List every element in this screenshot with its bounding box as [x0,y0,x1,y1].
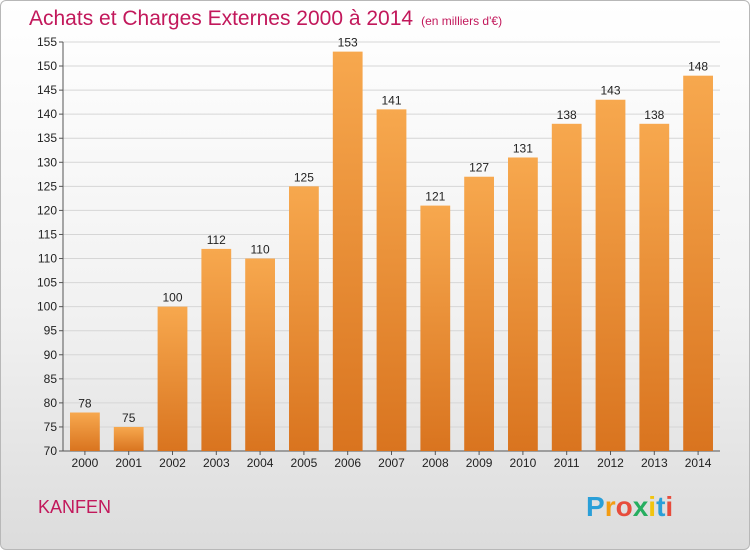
y-tick-label: 100 [37,300,57,314]
x-tick-label: 2000 [72,456,99,470]
logo-letter: r [604,491,616,522]
y-tick-label: 145 [37,83,57,97]
y-tick-label: 125 [37,179,57,193]
bar [464,176,494,451]
tick-labels: 70 75 80 85 90 95 100 105 110 115 120 125 130 135 140 1… [37,35,712,470]
bar [551,123,582,452]
bar-value-label: 110 [251,243,270,257]
bar-value-label: 143 [600,84,620,98]
logo-letter: P [586,491,605,522]
bar [376,109,407,451]
x-tick-label: 2013 [641,456,668,470]
y-tick-label: 115 [38,227,57,241]
x-tick-label: 2003 [203,456,230,470]
bar-value-label: 153 [338,36,358,50]
bar-value-label: 121 [425,190,445,204]
title-main: Achats et Charges Externes 2000 à 2014 [29,7,414,30]
bar-value-label: 148 [688,60,708,74]
y-tick-label: 90 [44,348,58,362]
bar [639,123,670,452]
bar-value-label: 112 [207,233,226,247]
logo-letter: i [648,491,657,522]
bar-value-label: 78 [78,397,92,411]
y-tick-label: 140 [37,107,57,121]
proxiti-logo[interactable]: Proxiti [586,491,673,523]
y-tick-label: 85 [44,372,58,386]
bar-value-label: 127 [469,161,489,175]
bar-value-label: 141 [381,93,401,107]
bar-value-label: 75 [122,411,136,425]
bar [70,412,100,451]
bars [70,51,713,452]
x-tick-label: 2008 [422,456,449,470]
y-tick-label: 155 [37,35,57,49]
logo-letter: i [665,491,674,522]
logo-letter: x [632,491,649,522]
y-tick-label: 135 [37,131,57,145]
bar [157,306,188,451]
x-tick-label: 2004 [247,456,274,470]
x-tick-label: 2002 [159,456,186,470]
x-tick-label: 2010 [510,456,537,470]
logo-letter: o [615,491,633,522]
bar-value-label: 131 [513,141,533,155]
y-tick-label: 105 [37,276,57,290]
y-tick-label: 150 [37,59,57,73]
bar [332,51,363,451]
bar [245,258,275,451]
value-labels: 78 75 100 112 110 125 153 141 121 127 131 138 143 138… [78,36,708,425]
bar-value-label: 125 [294,170,314,184]
bar [595,99,626,451]
y-tick-label: 95 [44,324,58,338]
chart-title: Achats et Charges Externes 2000 à 2014 (e… [29,7,502,31]
bar [289,186,319,451]
x-tick-label: 2001 [115,456,142,470]
bar-value-label: 138 [557,108,577,122]
x-tick-label: 2007 [378,456,405,470]
y-tick-label: 80 [44,396,58,410]
bar [683,75,713,452]
x-tick-label: 2012 [597,456,624,470]
x-tick-label: 2006 [334,456,361,470]
y-tick-label: 130 [37,155,57,169]
x-tick-label: 2009 [466,456,493,470]
commune-name: KANFEN [38,497,112,517]
bar [113,426,144,451]
bar-value-label: 100 [162,291,182,305]
bar [201,248,232,451]
x-tick-label: 2011 [554,456,580,470]
y-tick-label: 110 [38,252,57,266]
bar [508,157,538,451]
y-tick-label: 70 [44,444,58,458]
bar-value-label: 138 [644,108,664,122]
bar [420,205,451,451]
title-unit: (en milliers d'€) [421,14,503,28]
x-tick-label: 2005 [291,456,318,470]
x-tick-label: 2014 [685,456,712,470]
y-tick-label: 120 [37,203,57,217]
logo-letter: t [656,491,666,522]
y-tick-label: 75 [44,420,58,434]
